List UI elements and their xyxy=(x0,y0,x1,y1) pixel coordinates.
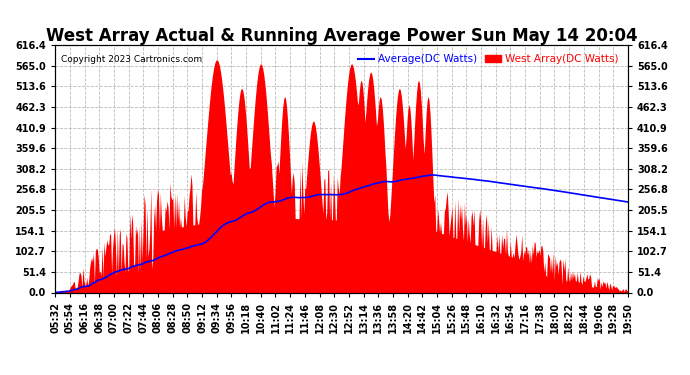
Text: Copyright 2023 Cartronics.com: Copyright 2023 Cartronics.com xyxy=(61,55,202,64)
Title: West Array Actual & Running Average Power Sun May 14 20:04: West Array Actual & Running Average Powe… xyxy=(46,27,638,45)
Legend: Average(DC Watts), West Array(DC Watts): Average(DC Watts), West Array(DC Watts) xyxy=(354,50,622,69)
